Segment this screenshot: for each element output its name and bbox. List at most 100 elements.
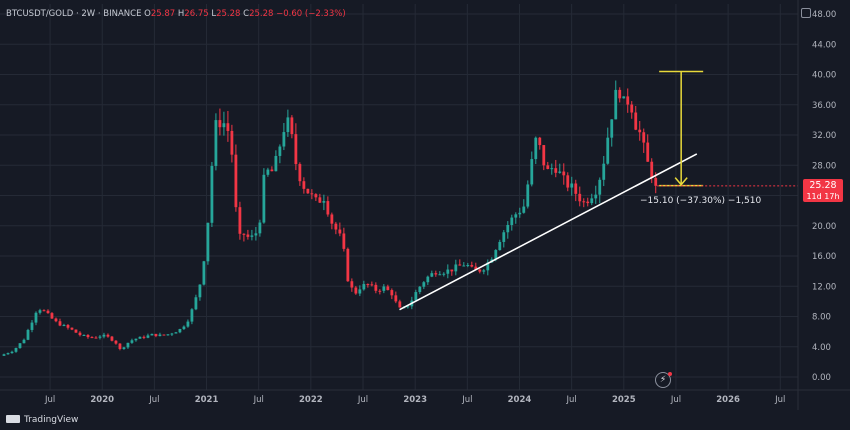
- y-tick-label: 28.00: [812, 161, 836, 171]
- candle-body: [202, 261, 206, 285]
- candle-body: [234, 154, 238, 208]
- candle-body: [182, 326, 186, 330]
- candle-body: [22, 339, 26, 344]
- candle-body: [194, 297, 198, 310]
- candle-body: [58, 321, 62, 326]
- candle-body: [170, 333, 174, 335]
- low-label: L: [211, 9, 217, 19]
- candle-body: [606, 137, 610, 164]
- x-tick-label: 2026: [716, 395, 740, 405]
- x-tick-label: 2024: [508, 395, 532, 405]
- candle-body: [222, 123, 226, 128]
- high-value: 26.75: [184, 9, 209, 19]
- candle-body: [594, 194, 598, 199]
- symbol-header: BTCUSDT/GOLD · 2W · BINANCE O25.87 H26.7…: [6, 9, 346, 19]
- candle-body: [446, 269, 450, 274]
- candle-body: [238, 207, 242, 234]
- open-label: O: [144, 9, 151, 19]
- x-tick-label: 2025: [612, 395, 636, 405]
- candle-body: [394, 295, 398, 302]
- candle-body: [106, 334, 110, 337]
- settings-icon[interactable]: [801, 8, 811, 18]
- candle-body: [634, 112, 638, 130]
- candle-body: [518, 212, 522, 215]
- x-tick-label: Jul: [774, 395, 785, 405]
- candle-body: [198, 284, 202, 298]
- candle-body: [482, 270, 486, 272]
- candle-body: [262, 174, 266, 223]
- bar-countdown: 11d 17h: [806, 192, 840, 201]
- x-tick-label: Jul: [44, 395, 55, 405]
- candle-body: [30, 322, 34, 330]
- y-tick-label: 44.00: [812, 40, 836, 50]
- candle-body: [46, 310, 50, 314]
- candle-body: [50, 313, 54, 319]
- candle-body: [562, 171, 566, 176]
- candle-body: [6, 353, 10, 355]
- candle-body: [358, 289, 362, 294]
- x-tick-label: 2023: [403, 395, 427, 405]
- low-value: 25.28: [216, 9, 241, 19]
- close-value: 25.28: [249, 9, 274, 19]
- candle-body: [534, 137, 538, 160]
- y-tick-label: 16.00: [812, 252, 836, 262]
- x-tick-label: 2021: [195, 395, 219, 405]
- candle-body: [38, 310, 42, 313]
- candle-body: [86, 334, 90, 338]
- candle-body: [270, 169, 274, 172]
- candle-body: [102, 334, 106, 337]
- candle-body: [462, 265, 466, 267]
- candle-body: [586, 201, 590, 204]
- candle-body: [342, 233, 346, 249]
- symbol-label: BTCUSDT/GOLD · 2W · BINANCE: [6, 9, 142, 19]
- trend-line: [399, 153, 698, 311]
- candle-body: [78, 332, 82, 336]
- candle-body: [434, 273, 438, 275]
- candle-body: [474, 266, 478, 270]
- tradingview-logo[interactable]: TradingView: [6, 415, 78, 425]
- candle-body: [294, 134, 298, 165]
- candle-body: [422, 282, 426, 287]
- candle-body: [250, 235, 254, 237]
- candle-body: [426, 276, 430, 283]
- y-tick-label: 0.00: [812, 373, 831, 383]
- x-tick-label: Jul: [461, 395, 472, 405]
- x-tick-label: Jul: [253, 395, 264, 405]
- candle-body: [18, 343, 22, 349]
- candle-body: [142, 336, 146, 338]
- candle-body: [622, 96, 626, 99]
- candle-body: [242, 233, 246, 235]
- candle-body: [98, 336, 102, 338]
- candle-body: [350, 281, 354, 288]
- candle-body: [274, 155, 278, 172]
- open-value: 25.87: [150, 9, 176, 19]
- x-tick-label: Jul: [357, 395, 368, 405]
- candle-body: [166, 334, 170, 336]
- candle-body: [258, 222, 262, 234]
- candle-body: [582, 201, 586, 203]
- candle-body: [598, 179, 602, 195]
- y-tick-label: 40.00: [812, 71, 836, 81]
- candle-body: [438, 274, 442, 276]
- candle-body: [522, 206, 526, 213]
- candle-body: [398, 301, 402, 308]
- close-label: C: [243, 9, 250, 19]
- candle-body: [334, 223, 338, 230]
- candle-body: [550, 168, 554, 170]
- candle-body: [298, 164, 302, 182]
- candle-body: [206, 222, 210, 262]
- candle-body: [42, 310, 46, 312]
- candle-body: [130, 340, 134, 343]
- lightning-icon[interactable]: ⚡: [655, 372, 672, 388]
- candle-body: [418, 286, 422, 293]
- candle-body: [34, 312, 38, 323]
- candle-body: [134, 338, 138, 341]
- measurement-label: −15.10 (−37.30%) −1,510: [640, 196, 762, 206]
- candle-body: [514, 214, 518, 218]
- x-tick-label: 2022: [299, 395, 323, 405]
- candle-body: [530, 159, 534, 185]
- candle-body: [458, 264, 462, 266]
- x-tick-label: Jul: [148, 395, 159, 405]
